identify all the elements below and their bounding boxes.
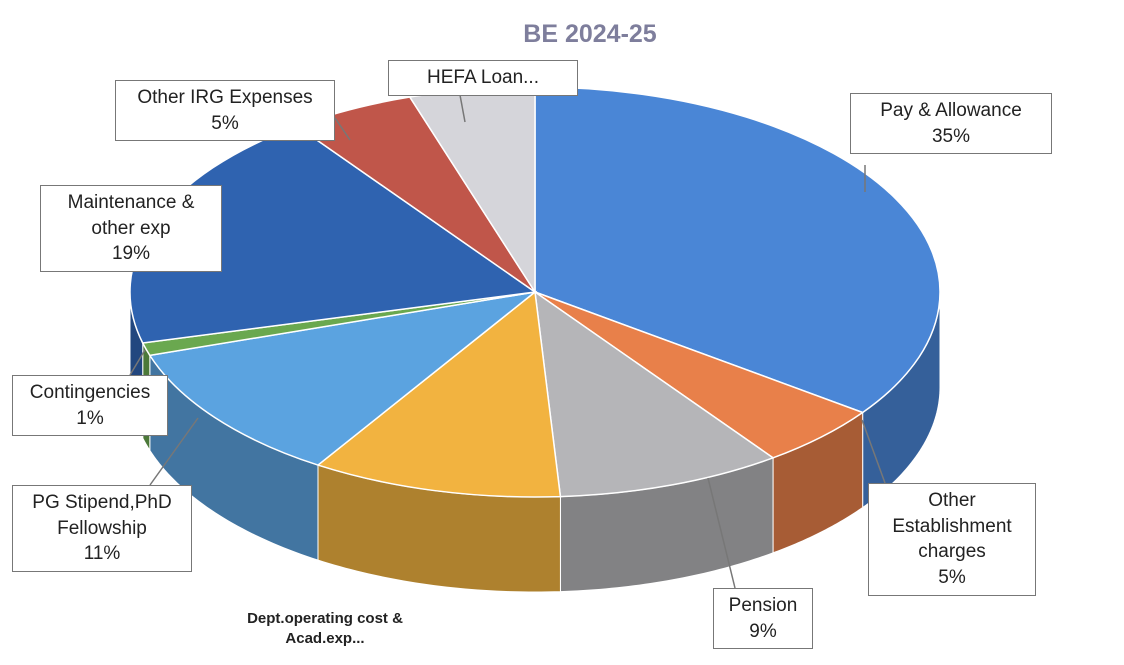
data-label: Pension 9% xyxy=(713,588,813,650)
data-label: Maintenance & other exp 19% xyxy=(40,185,222,272)
leader-line xyxy=(707,477,736,589)
label-name: PG Stipend,PhD Fellowship xyxy=(32,492,172,539)
label-value: 1% xyxy=(76,407,104,429)
label-value: 19% xyxy=(111,243,151,265)
data-label: PG Stipend,PhD Fellowship 11% xyxy=(12,485,192,572)
label-value: 5% xyxy=(211,112,239,134)
label-value: 35% xyxy=(931,125,971,147)
label-name: Other IRG Expenses xyxy=(137,87,313,108)
data-label: Contingencies 1% xyxy=(12,375,168,437)
data-label: Dept.operating cost & Acad.exp... xyxy=(205,605,445,654)
leader-line xyxy=(129,349,146,376)
label-name: Other Establishment charges xyxy=(892,490,1012,563)
leader-line xyxy=(861,419,886,484)
slice xyxy=(316,290,562,498)
data-label: Other Establishment charges 5% xyxy=(868,483,1036,596)
label-value: 9% xyxy=(749,620,777,642)
leader-line xyxy=(459,94,466,123)
data-label: HEFA Loan... xyxy=(388,60,578,96)
label-name: Contingencies xyxy=(29,382,151,403)
slice xyxy=(148,290,538,466)
chart-title: BE 2024-25 xyxy=(523,20,657,48)
label-name: Pension xyxy=(728,595,798,616)
label-name: Maintenance & other exp xyxy=(67,192,195,239)
slice xyxy=(534,290,775,498)
label-name: Pay & Allowance xyxy=(880,100,1022,121)
leader-line xyxy=(334,117,351,141)
data-label: Other IRG Expenses 5% xyxy=(115,80,335,142)
label-name: HEFA Loan... xyxy=(427,67,539,88)
leader-line xyxy=(149,417,199,486)
data-label: Pay & Allowance 35% xyxy=(850,93,1052,155)
label-name: Dept.operating cost & Acad.exp... xyxy=(247,610,403,648)
label-value: 5% xyxy=(938,566,966,588)
slice xyxy=(534,86,941,414)
label-value: 11% xyxy=(83,543,121,565)
